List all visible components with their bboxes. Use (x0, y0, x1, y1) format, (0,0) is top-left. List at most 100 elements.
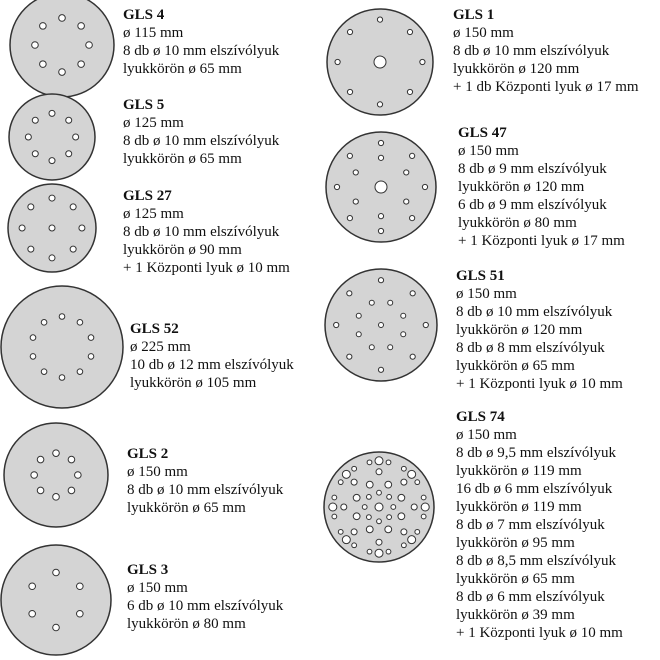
suction-hole (365, 514, 372, 521)
disc-title: GLS 51 (456, 268, 505, 284)
spec-line: lyukkörön ø 65 mm (456, 571, 575, 587)
suction-hole (377, 154, 385, 161)
suction-hole (337, 528, 344, 535)
spec-line: ø 125 mm (123, 206, 184, 222)
suction-hole (361, 504, 368, 510)
spec-line: + 1 Központi lyuk ø 17 mm (458, 233, 625, 249)
suction-hole (368, 299, 375, 306)
suction-hole (397, 512, 406, 521)
spec-line: 8 db ø 10 mm elszívólyuk (456, 304, 613, 320)
suction-hole (386, 514, 393, 521)
spec-line: lyukkörön ø 95 mm (456, 535, 575, 551)
suction-hole (36, 486, 45, 495)
suction-hole (400, 528, 408, 536)
suction-hole (346, 353, 353, 360)
suction-hole (333, 321, 340, 329)
disc-spec-4: GLS 2 ø 150 mm 8 db ø 10 mm elszívólyuk lyu… (127, 445, 283, 517)
suction-hole (374, 502, 384, 512)
suction-hole (397, 493, 406, 502)
spec-line: 8 db ø 10 mm elszívólyuk (123, 133, 280, 149)
suction-hole (331, 513, 338, 520)
suction-hole (28, 609, 36, 618)
suction-hole (377, 227, 385, 235)
suction-hole (365, 525, 374, 534)
suction-hole (414, 528, 421, 535)
spec-line: 6 db ø 10 mm elszívólyuk (127, 598, 284, 614)
disc-spec-0: GLS 4 ø 115 mm 8 db ø 10 mm elszívólyuk lyu… (123, 6, 279, 78)
suction-hole (400, 312, 407, 319)
suction-hole (377, 366, 385, 373)
suction-hole (36, 455, 45, 464)
suction-hole (48, 109, 56, 117)
spec-line: lyukkörön ø 90 mm (123, 242, 242, 258)
suction-hole (77, 60, 85, 68)
disc-title: GLS 3 (127, 562, 169, 578)
spec-line: lyukkörön ø 80 mm (127, 616, 246, 632)
spec-line: lyukkörön ø 65 mm (456, 358, 575, 374)
disc-gls-51 (324, 268, 438, 382)
suction-hole (375, 538, 383, 546)
suction-hole (377, 277, 385, 284)
suction-hole (366, 459, 373, 466)
spec-line: lyukkörön ø 120 mm (453, 61, 580, 77)
suction-hole (400, 542, 407, 549)
suction-hole (409, 290, 416, 297)
suction-hole (28, 582, 36, 591)
suction-hole (52, 493, 60, 501)
suction-hole (30, 471, 38, 479)
spec-line: 8 db ø 10 mm elszívólyuk (127, 482, 284, 498)
suction-hole (409, 353, 416, 360)
spec-line: lyukkörön ø 105 mm (130, 375, 257, 391)
suction-hole (355, 312, 362, 319)
suction-hole (374, 456, 384, 466)
spec-line: lyukkörön ø 65 mm (127, 500, 246, 516)
suction-hole (48, 194, 56, 202)
suction-hole (76, 582, 84, 591)
suction-hole (365, 493, 372, 500)
spec-line: ø 125 mm (123, 115, 184, 131)
spec-line: lyukkörön ø 119 mm (456, 499, 582, 515)
spec-line: lyukkörön ø 119 mm (456, 463, 582, 479)
suction-hole (52, 449, 60, 457)
disc-gls-2 (3, 422, 109, 528)
suction-hole (39, 22, 47, 30)
suction-hole (39, 60, 47, 68)
suction-hole (355, 331, 362, 338)
spec-line: lyukkörön ø 39 mm (456, 607, 575, 623)
suction-hole (352, 512, 361, 521)
suction-hole (400, 478, 408, 486)
suction-hole (385, 548, 392, 555)
suction-hole (76, 319, 84, 326)
spec-line: lyukkörön ø 120 mm (456, 322, 583, 338)
suction-hole (390, 504, 397, 510)
disc-gls-47 (325, 131, 437, 243)
spec-line: + 1 Központi lyuk ø 10 mm (123, 260, 290, 276)
suction-hole (400, 465, 407, 472)
spec-line: lyukkörön ø 65 mm (123, 151, 242, 167)
disc-title: GLS 74 (456, 409, 505, 425)
spec-line: 8 db ø 10 mm elszívólyuk (453, 43, 610, 59)
suction-hole (374, 180, 388, 194)
disc-spec-3: GLS 52 ø 225 mm 10 db ø 12 mm elszívólyuk l… (130, 320, 294, 392)
disc-title: GLS 27 (123, 188, 172, 204)
suction-hole (385, 459, 392, 466)
suction-hole (65, 116, 73, 124)
suction-hole (52, 623, 60, 632)
suction-hole (65, 150, 73, 158)
suction-hole (378, 322, 384, 328)
suction-hole (406, 88, 414, 96)
disc-body (0, 285, 124, 409)
spec-line: ø 150 mm (453, 25, 514, 41)
spec-line: ø 150 mm (127, 580, 188, 596)
disc-gls-1 (326, 8, 434, 116)
suction-hole (67, 486, 76, 495)
suction-hole (422, 321, 429, 329)
suction-hole (351, 465, 358, 472)
suction-hole (58, 68, 66, 76)
suction-hole (352, 169, 359, 176)
suction-hole (376, 489, 382, 496)
suction-hole (78, 224, 86, 232)
suction-hole (48, 157, 56, 165)
spec-line: 8 db ø 7 mm elszívólyuk (456, 517, 605, 533)
